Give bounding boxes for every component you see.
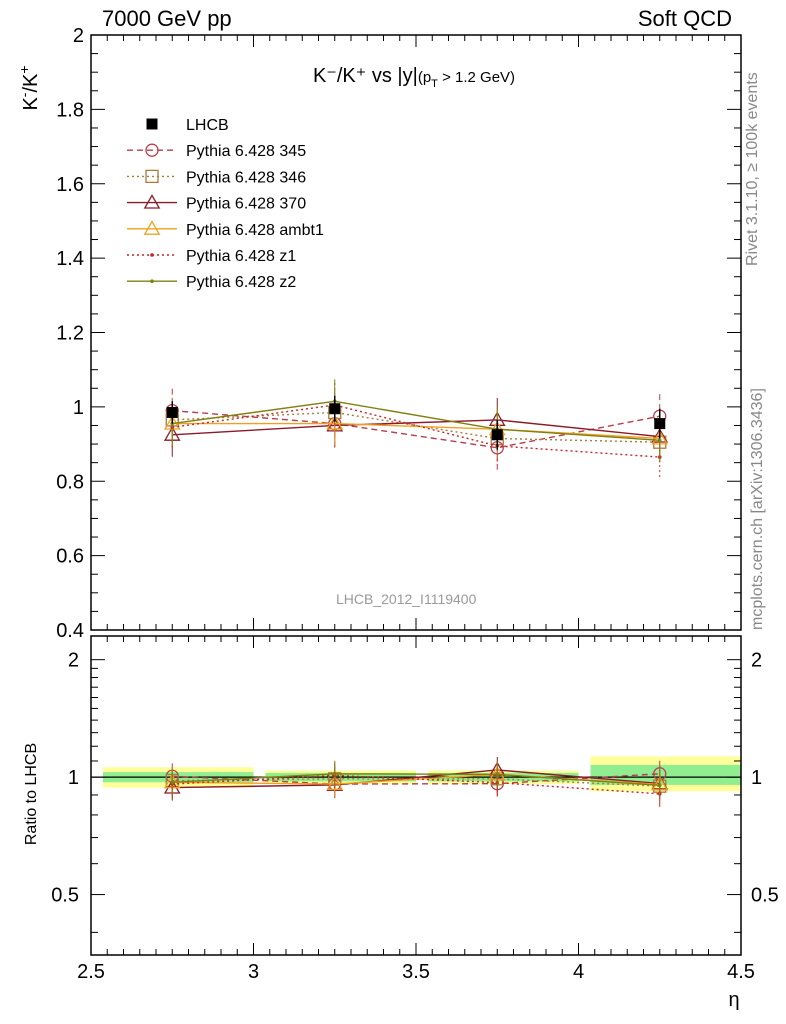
series-point-3: [326, 415, 344, 430]
series-line-0: [172, 409, 660, 449]
ratio-series-line-5: [172, 773, 660, 786]
data-point: [491, 429, 503, 441]
y-tick-label: 0.8: [56, 471, 84, 493]
ratio-series-line-2: [172, 769, 660, 789]
y-tick-label: 2: [73, 25, 84, 47]
data-point: [654, 418, 666, 430]
y-tick-label: 1.8: [56, 99, 84, 121]
ratio-y-tick-label-right: 2: [751, 650, 762, 672]
y-tick-label: 1.6: [56, 174, 84, 196]
legend-marker: [145, 143, 159, 157]
legend-label: Pythia 6.428 370: [186, 196, 306, 213]
x-axis-label: η: [728, 989, 739, 1011]
x-tick-label: 2.5: [77, 961, 105, 983]
header-left-label: 7000 GeV pp: [102, 6, 232, 31]
legend-marker-lhcb: [146, 118, 158, 130]
ratio-series-line-4: [172, 774, 660, 795]
legend-marker: [143, 194, 161, 209]
ratio-y-tick-label: 0.5: [51, 885, 79, 907]
legend-marker: [143, 220, 161, 235]
ratio-y-tick-label: 2: [68, 650, 79, 672]
ratio-y-axis-label: Ratio to LHCB: [23, 743, 40, 845]
ratio-y-tick-label: 1: [68, 767, 79, 789]
y-axis-label: K-/K+: [16, 65, 42, 110]
series-line-2: [172, 419, 660, 438]
legend-marker: [145, 169, 159, 184]
data-point: [166, 406, 178, 418]
x-tick-label: 4: [573, 961, 584, 983]
ratio-series-point-5: [170, 780, 175, 785]
ratio-series-point-5: [657, 783, 662, 788]
chart-title: K⁻/K⁺ vs |y|(pT > 1.2 GeV): [313, 65, 515, 90]
y-tick-label: 0.4: [56, 620, 84, 642]
header-right-label: Soft QCD: [637, 6, 732, 31]
ratio-series-point-5: [332, 771, 337, 776]
data-point: [329, 403, 341, 415]
y-tick-label: 1: [73, 397, 84, 419]
legend-label: Pythia 6.428 z2: [186, 274, 296, 291]
legend-label: Pythia 6.428 345: [186, 143, 306, 160]
y-tick-label: 1.4: [56, 248, 84, 270]
x-tick-label: 3.5: [402, 961, 430, 983]
legend-label: Pythia 6.428 ambt1: [186, 222, 324, 239]
ratio-plot-frame: [90, 635, 742, 956]
series-point-5: [657, 438, 662, 443]
y-tick-label: 1.2: [56, 323, 84, 345]
legend-label: LHCB: [186, 117, 229, 134]
y-tick-label: 0.6: [56, 546, 84, 568]
legend-label: Pythia 6.428 346: [186, 169, 306, 186]
ratio-series-point-5: [495, 772, 500, 777]
legend-marker: [150, 253, 154, 257]
series-line-3: [172, 422, 660, 440]
legend-marker: [150, 279, 154, 284]
x-tick-label: 4.5: [727, 961, 755, 983]
ratio-series-point-3: [326, 775, 344, 791]
ratio-y-tick-label-right: 0.5: [751, 885, 779, 907]
x-tick-label: 3: [248, 961, 259, 983]
ratio-y-tick-label-right: 1: [751, 767, 762, 789]
series-line-5: [172, 400, 660, 442]
legend-label: Pythia 6.428 z1: [186, 248, 296, 265]
analysis-watermark: LHCB_2012_I1119400: [336, 591, 477, 607]
series-line-1: [172, 411, 660, 443]
